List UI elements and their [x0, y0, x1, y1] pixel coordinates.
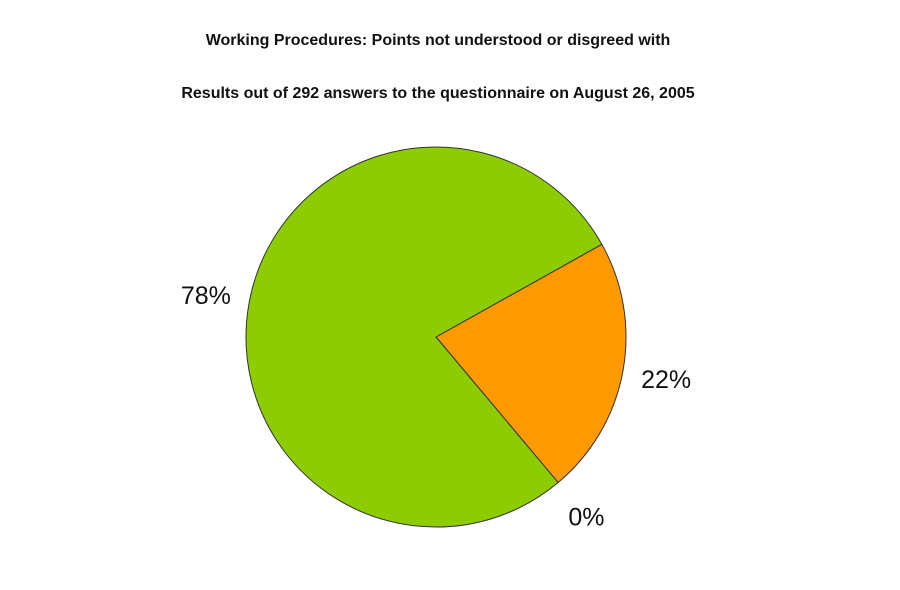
slice-label-1: 0% [568, 503, 604, 531]
chart-subtitle: Results out of 292 answers to the questi… [181, 85, 695, 102]
pie-slice-0 [435, 243, 627, 484]
slice-label-0: 22% [641, 366, 691, 394]
pie-slice-2 [245, 146, 603, 528]
slice-label-2: 78% [181, 282, 231, 310]
chart-title: Working Procedures: Points not understoo… [205, 32, 671, 49]
